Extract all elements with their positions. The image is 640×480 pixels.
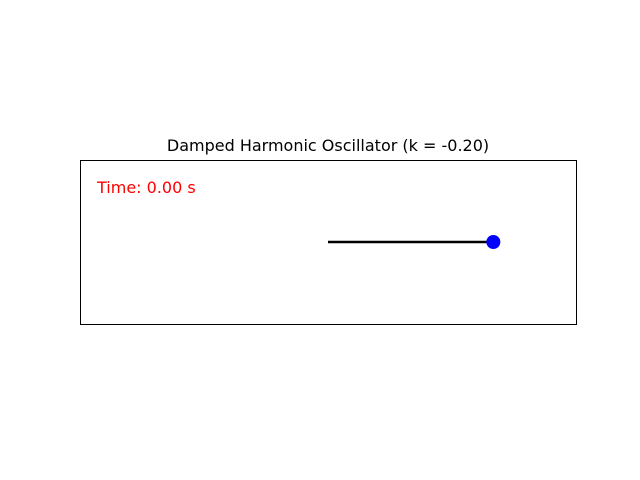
time-annotation: Time: 0.00 s [96,178,196,197]
plot-marks [328,235,501,249]
chart-title: Damped Harmonic Oscillator (k = -0.20) [167,136,489,155]
oscillator-bob-point [486,235,501,249]
